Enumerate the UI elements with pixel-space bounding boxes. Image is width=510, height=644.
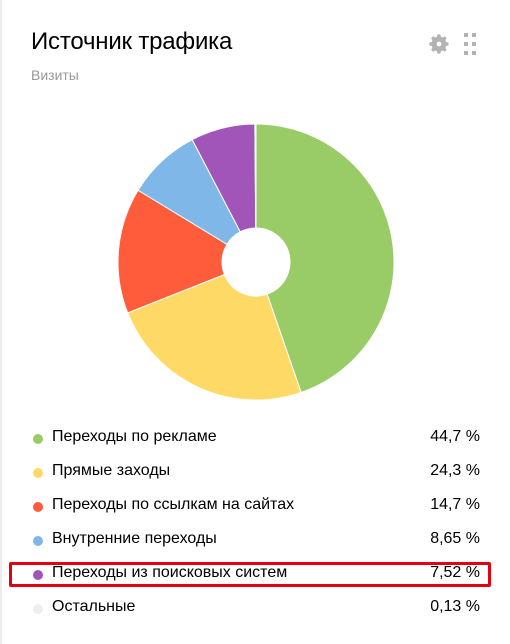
drag-handle-icon[interactable] <box>463 32 477 56</box>
legend-marker <box>33 434 43 444</box>
legend-label: Переходы из поисковых систем <box>52 564 288 581</box>
chart-legend: Переходы по рекламе 44,7 % Прямые заходы… <box>30 422 490 626</box>
legend-item-direct[interactable]: Прямые заходы 24,3 % <box>30 456 490 490</box>
legend-item-search[interactable]: Переходы из поисковых систем 7,52 % <box>30 558 490 592</box>
legend-marker <box>33 604 43 614</box>
widget-subtitle: Визиты <box>31 67 79 83</box>
donut-slice-direct[interactable] <box>127 273 302 401</box>
legend-label: Переходы по ссылкам на сайтах <box>52 496 295 513</box>
gear-icon[interactable] <box>427 32 451 56</box>
legend-item-links[interactable]: Переходы по ссылкам на сайтах 14,7 % <box>30 490 490 524</box>
legend-label: Прямые заходы <box>52 462 171 479</box>
traffic-donut-chart <box>117 123 395 401</box>
legend-item-ads[interactable]: Переходы по рекламе 44,7 % <box>30 422 490 456</box>
legend-marker <box>33 468 43 478</box>
legend-value: 8,65 % <box>430 530 480 547</box>
donut-slice-ads[interactable] <box>255 123 395 394</box>
widget-title: Источник трафика <box>31 28 233 55</box>
legend-value: 0,13 % <box>430 598 480 615</box>
legend-value: 24,3 % <box>430 462 480 479</box>
legend-value: 7,52 % <box>430 564 480 581</box>
legend-item-internal[interactable]: Внутренние переходы 8,65 % <box>30 524 490 558</box>
legend-label: Внутренние переходы <box>52 530 217 547</box>
legend-value: 44,7 % <box>430 428 480 445</box>
legend-marker <box>33 570 43 580</box>
legend-value: 14,7 % <box>430 496 480 513</box>
donut-slice-links[interactable] <box>117 189 228 314</box>
legend-label: Переходы по рекламе <box>52 428 217 445</box>
legend-label: Остальные <box>52 598 136 615</box>
legend-item-other[interactable]: Остальные 0,13 % <box>30 592 490 626</box>
legend-marker <box>33 502 43 512</box>
donut-slice-other[interactable] <box>254 123 257 229</box>
legend-marker <box>33 536 43 546</box>
